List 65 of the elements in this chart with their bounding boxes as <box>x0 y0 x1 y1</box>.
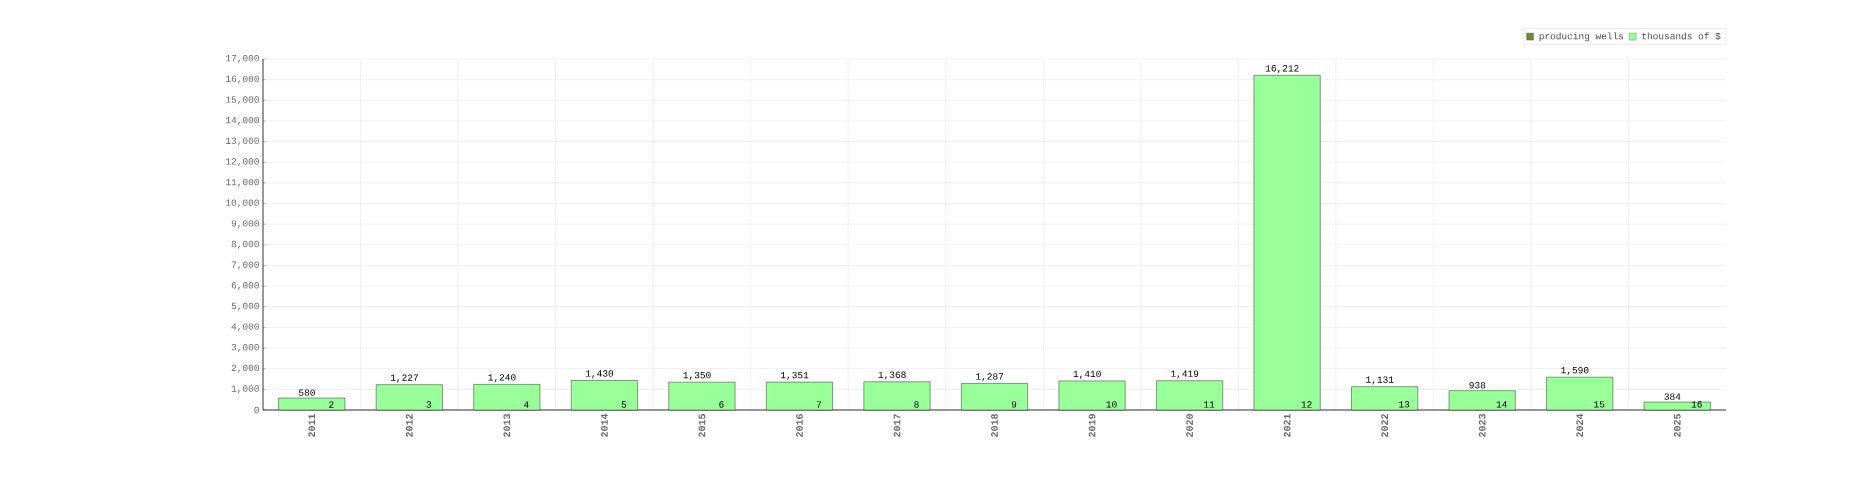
y-tick-label: 1,000 <box>231 385 259 394</box>
x-tick-label: 2013 <box>503 414 511 437</box>
y-tick-label: 13,000 <box>226 137 259 146</box>
data-label: 1,590 <box>1561 366 1589 375</box>
x-tick-label: 2011 <box>308 413 316 437</box>
y-tick-label: 14,000 <box>226 116 259 125</box>
y-tick-label: 6,000 <box>231 282 259 291</box>
data-label: 1,419 <box>1171 370 1199 379</box>
legend-label: producing wells <box>1539 32 1624 42</box>
y-tick-label: 16,000 <box>226 75 259 84</box>
y-tick-label: 4,000 <box>231 323 259 332</box>
data-label: 1,287 <box>976 373 1004 382</box>
y-tick-label: 12,000 <box>226 158 259 167</box>
data-label: 16,212 <box>1265 65 1299 74</box>
data-label: 1,227 <box>390 374 418 383</box>
data-label: 12 <box>1301 401 1312 408</box>
data-label: 7 <box>816 401 822 408</box>
data-label: 6 <box>719 401 724 408</box>
y-tick-label: 3,000 <box>231 344 259 353</box>
x-tick-label: 2025 <box>1673 414 1681 437</box>
data-label: 10 <box>1106 401 1117 408</box>
x-tick-label: 2023 <box>1478 414 1486 437</box>
x-tick-label: 2018 <box>991 414 998 437</box>
x-tick-label: 2015 <box>698 414 706 437</box>
data-label: 1,430 <box>585 370 614 379</box>
y-tick-label: 2,000 <box>231 364 259 373</box>
data-label: 1,368 <box>878 371 906 380</box>
x-tick-label: 2014 <box>600 413 608 437</box>
data-label: 15 <box>1594 401 1605 408</box>
data-label: 1,240 <box>488 374 516 383</box>
y-tick-label: 9,000 <box>231 220 259 229</box>
x-tick-label: 2017 <box>893 414 901 437</box>
x-tick-label: 2012 <box>405 414 413 437</box>
y-tick-label: 5,000 <box>231 302 259 311</box>
x-tick-label: 2024 <box>1576 413 1584 437</box>
x-tick-label: 2021 <box>1283 413 1291 437</box>
y-tick-label: 7,000 <box>231 261 259 270</box>
data-label: 11 <box>1204 401 1215 408</box>
data-label: 14 <box>1496 401 1507 408</box>
x-tick-label: 2020 <box>1186 414 1193 437</box>
data-label: 9 <box>1011 401 1017 408</box>
x-tick-label: 2022 <box>1381 414 1389 437</box>
legend-label: thousands of $ <box>1642 32 1721 40</box>
data-label: 1,350 <box>683 371 711 380</box>
data-label: 1,131 <box>1366 376 1394 385</box>
data-label: 1,410 <box>1073 370 1101 379</box>
data-label: 3 <box>426 401 432 408</box>
data-label: 5 <box>621 401 627 408</box>
data-label: 384 <box>1664 393 1681 400</box>
y-tick-label: 8,000 <box>231 240 259 249</box>
data-label: 4 <box>523 401 529 408</box>
data-label: 580 <box>298 389 315 396</box>
y-tick-label: 15,000 <box>226 96 259 105</box>
data-label: 1,351 <box>781 371 809 380</box>
data-label: 16 <box>1691 401 1702 408</box>
x-tick-label: 2019 <box>1088 414 1096 437</box>
data-label: 13 <box>1399 401 1410 408</box>
y-tick-label: 17,000 <box>226 54 259 63</box>
y-tick-label: 0 <box>254 406 259 414</box>
data-label: 8 <box>914 401 919 408</box>
x-tick-label: 2016 <box>796 414 803 437</box>
data-label: 938 <box>1469 382 1486 389</box>
y-tick-label: 11,000 <box>226 178 259 187</box>
y-tick-label: 10,000 <box>226 199 259 208</box>
data-label: 2 <box>329 401 334 408</box>
